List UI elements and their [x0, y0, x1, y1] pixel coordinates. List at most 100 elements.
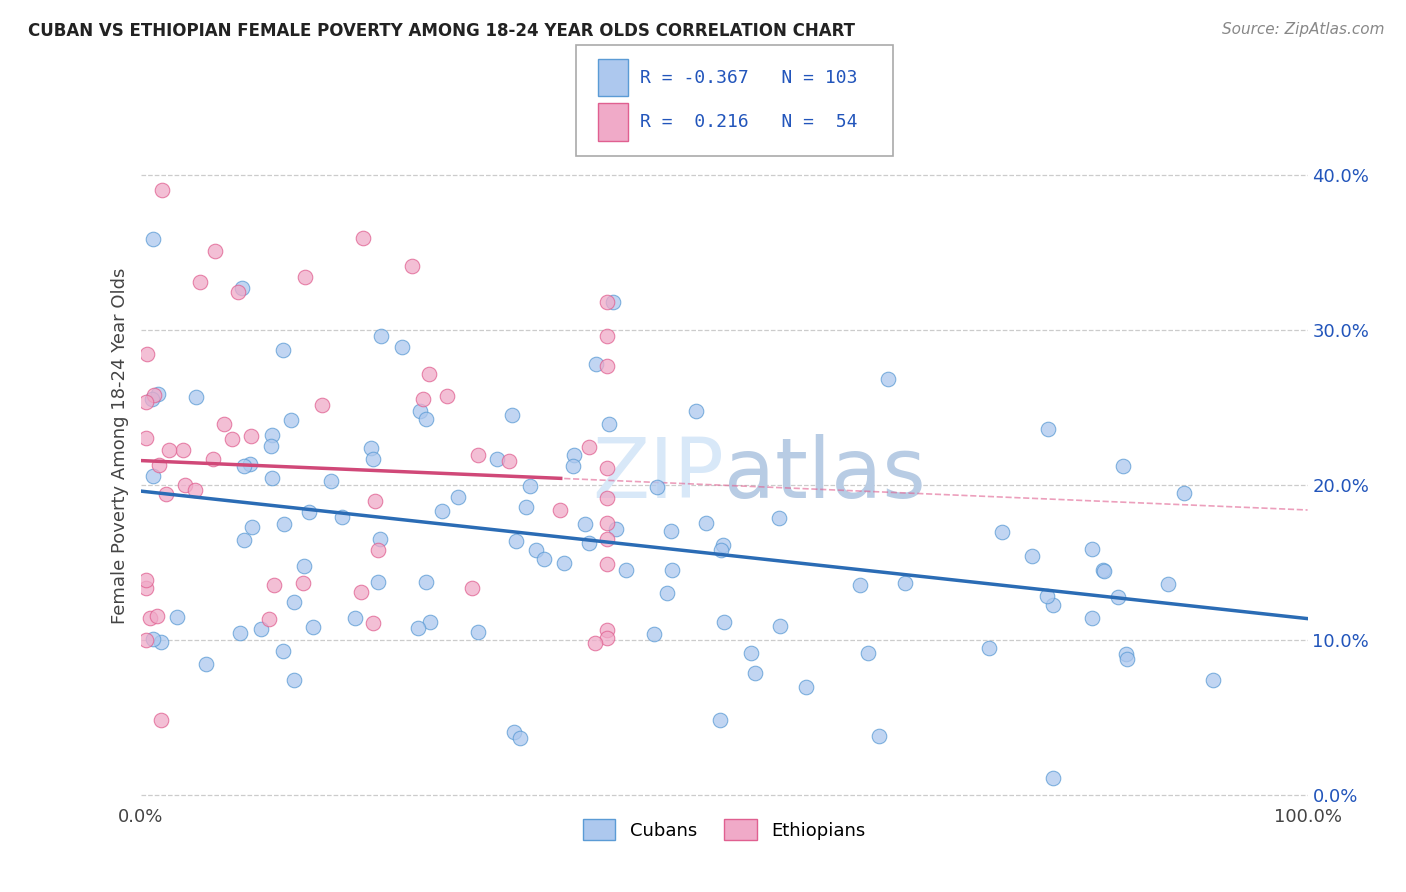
- Point: [262, 471, 284, 485]
- Point: [553, 556, 575, 570]
- Point: [1021, 549, 1043, 563]
- Point: [1202, 673, 1225, 687]
- Point: [533, 552, 555, 566]
- Point: [155, 487, 177, 501]
- Point: [150, 713, 173, 727]
- Point: [794, 681, 817, 695]
- Point: [321, 475, 343, 489]
- Point: [283, 595, 305, 609]
- Point: [204, 244, 226, 258]
- Point: [143, 388, 166, 402]
- Point: [436, 389, 458, 403]
- Point: [294, 269, 316, 284]
- Point: [467, 625, 489, 640]
- Point: [302, 620, 325, 634]
- Point: [146, 387, 169, 401]
- Point: [710, 542, 733, 557]
- Point: [173, 478, 195, 492]
- Point: [1081, 611, 1104, 625]
- Point: [519, 478, 541, 492]
- Point: [292, 576, 315, 591]
- Point: [350, 585, 373, 599]
- Point: [894, 575, 917, 590]
- Point: [768, 511, 790, 525]
- Point: [548, 503, 571, 517]
- Point: [184, 483, 207, 498]
- Point: [240, 520, 263, 534]
- Point: [501, 408, 523, 422]
- Point: [149, 634, 172, 648]
- Point: [991, 525, 1014, 540]
- Point: [1036, 422, 1059, 436]
- Point: [418, 368, 440, 382]
- Point: [148, 458, 170, 472]
- Point: [157, 443, 180, 458]
- Point: [643, 627, 665, 641]
- Point: [150, 183, 173, 197]
- Point: [352, 230, 374, 244]
- Point: [1115, 648, 1137, 662]
- Point: [139, 611, 162, 625]
- Point: [561, 459, 583, 474]
- Point: [283, 673, 305, 687]
- Point: [361, 616, 384, 631]
- Point: [273, 516, 295, 531]
- Point: [1092, 563, 1115, 577]
- Point: [401, 260, 423, 274]
- Point: [229, 625, 252, 640]
- Text: CUBAN VS ETHIOPIAN FEMALE POVERTY AMONG 18-24 YEAR OLDS CORRELATION CHART: CUBAN VS ETHIOPIAN FEMALE POVERTY AMONG …: [28, 22, 855, 40]
- Point: [142, 468, 165, 483]
- Point: [505, 533, 527, 548]
- Point: [596, 461, 619, 475]
- Point: [432, 504, 454, 518]
- Point: [596, 631, 619, 645]
- Point: [226, 285, 249, 299]
- Legend: Cubans, Ethiopians: Cubans, Ethiopians: [575, 812, 873, 847]
- Point: [583, 636, 606, 650]
- Point: [141, 392, 163, 406]
- Point: [695, 516, 717, 530]
- Point: [877, 372, 900, 386]
- Point: [343, 611, 366, 625]
- Point: [188, 275, 211, 289]
- Point: [596, 359, 619, 373]
- Point: [415, 412, 437, 426]
- Point: [363, 494, 385, 508]
- Point: [367, 575, 389, 590]
- Point: [596, 516, 619, 531]
- Point: [467, 448, 489, 462]
- Text: atlas: atlas: [724, 434, 925, 515]
- Point: [419, 615, 441, 629]
- Text: Source: ZipAtlas.com: Source: ZipAtlas.com: [1222, 22, 1385, 37]
- Point: [1173, 486, 1195, 500]
- Point: [360, 442, 382, 456]
- Point: [661, 563, 683, 577]
- Point: [574, 517, 596, 532]
- Point: [391, 340, 413, 354]
- Point: [146, 608, 169, 623]
- Point: [1092, 564, 1115, 578]
- Point: [292, 558, 315, 573]
- Text: ZIP: ZIP: [592, 434, 724, 515]
- Point: [370, 532, 392, 546]
- Point: [1157, 577, 1180, 591]
- Point: [1036, 589, 1059, 603]
- Point: [515, 500, 537, 514]
- Point: [498, 454, 520, 468]
- Point: [239, 429, 262, 443]
- Point: [769, 619, 792, 633]
- Point: [524, 542, 547, 557]
- Point: [486, 451, 509, 466]
- Point: [239, 457, 262, 471]
- Point: [447, 490, 470, 504]
- Point: [311, 398, 333, 412]
- Point: [1111, 458, 1133, 473]
- Point: [271, 644, 294, 658]
- Point: [1116, 652, 1139, 666]
- Point: [562, 449, 585, 463]
- Point: [598, 417, 620, 432]
- Point: [142, 632, 165, 646]
- Point: [271, 343, 294, 357]
- Point: [602, 295, 624, 310]
- Point: [330, 509, 353, 524]
